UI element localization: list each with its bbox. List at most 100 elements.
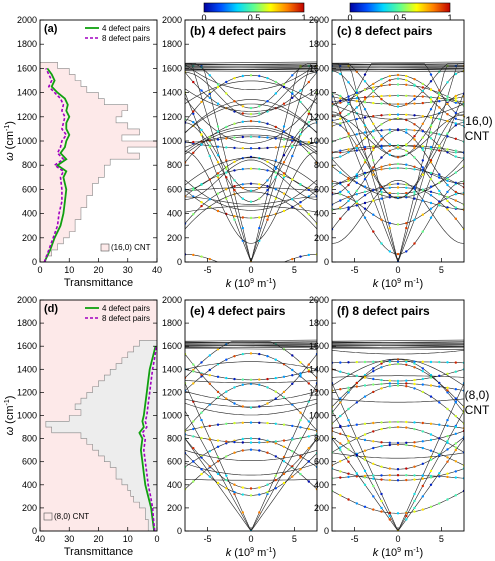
- dispersion-point: [192, 213, 195, 216]
- y-tick-label: 0: [32, 257, 37, 267]
- dispersion-branch: [185, 157, 317, 186]
- dispersion-branch: [332, 103, 464, 120]
- dispersion-point: [192, 110, 195, 113]
- x-axis-label-sup2: -1: [266, 278, 272, 285]
- dispersion-point: [380, 465, 383, 468]
- dispersion-point: [429, 395, 433, 398]
- dispersion-point: [388, 420, 391, 424]
- dispersion-point: [413, 387, 416, 390]
- dispersion-point: [225, 167, 228, 170]
- dispersion-point: [438, 89, 441, 92]
- dispersion-point: [258, 186, 261, 190]
- dispersion-point: [266, 169, 269, 172]
- dispersion-point: [405, 441, 408, 444]
- plot-area-d: [40, 300, 157, 531]
- y-tick-label: 0: [177, 257, 182, 267]
- dispersion-point: [258, 378, 261, 381]
- dispersion-point: [413, 478, 416, 481]
- dispersion-point: [380, 506, 383, 510]
- dispersion-point: [355, 472, 358, 475]
- dispersion-point: [413, 123, 416, 126]
- x-tick-label: 10: [123, 534, 133, 544]
- dispersion-branch: [185, 341, 317, 379]
- dispersion-point: [339, 99, 342, 103]
- dispersion-point: [413, 114, 416, 117]
- side-label-bottom-1: (8,0): [465, 388, 490, 402]
- dispersion-point: [454, 111, 457, 115]
- dispersion-point: [388, 103, 391, 106]
- colorbar-2: [349, 2, 451, 13]
- dispersion-point: [299, 143, 302, 146]
- dispersion-point: [258, 197, 261, 200]
- dispersion-point: [291, 198, 294, 201]
- dispersion-point: [355, 200, 358, 203]
- dispersion-point: [438, 146, 441, 150]
- y-tick-label: 1000: [17, 411, 37, 421]
- x-axis-label-unit: (10: [381, 547, 397, 559]
- x-axis-label-sup: 9: [250, 278, 254, 285]
- dispersion-point: [249, 112, 253, 116]
- dispersion-point: [429, 483, 433, 486]
- dispersion-point: [192, 427, 195, 431]
- dispersion-point: [396, 182, 400, 185]
- dispersion-point: [438, 117, 441, 121]
- dispersion-point: [372, 421, 375, 425]
- dispersion-point: [429, 131, 433, 134]
- dispersion-point: [380, 168, 383, 171]
- dispersion-point: [372, 508, 375, 511]
- dispersion-point: [347, 475, 350, 479]
- dispersion-point: [233, 492, 236, 496]
- dispersion-point: [405, 222, 408, 225]
- dispersion-point: [363, 108, 367, 111]
- dispersion-point: [438, 401, 441, 404]
- x-tick-label: -5: [351, 534, 359, 544]
- dispersion-point: [363, 96, 367, 99]
- dispersion-top-band: [185, 67, 317, 69]
- dispersion-point: [299, 133, 302, 136]
- dispersion-top-band: [332, 70, 464, 73]
- dispersion-point: [339, 181, 342, 184]
- dispersion-point: [421, 360, 424, 363]
- dispersion-point: [454, 446, 457, 449]
- dispersion-point: [355, 93, 358, 97]
- dispersion-point: [454, 94, 457, 98]
- x-axis-label-end: ): [420, 547, 424, 559]
- dispersion-point: [413, 84, 416, 88]
- dispersion-point: [396, 77, 400, 80]
- dispersion-point: [225, 171, 228, 174]
- colorbar-tick-label: 0.5: [248, 13, 261, 23]
- dispersion-point: [299, 375, 302, 378]
- x-tick-label: 30: [123, 265, 133, 275]
- dispersion-point: [405, 128, 408, 131]
- dispersion-top-band: [332, 65, 464, 68]
- dispersion-point: [216, 460, 220, 463]
- area-legend-swatch: [43, 512, 53, 521]
- dispersion-point: [429, 147, 433, 151]
- y-tick-label: 1200: [309, 112, 329, 122]
- dispersion-point: [396, 382, 400, 385]
- dispersion-point: [355, 401, 358, 404]
- dispersion-point: [396, 102, 400, 106]
- dispersion-point: [429, 207, 433, 210]
- y-tick-label: 2000: [309, 295, 329, 305]
- dispersion-point: [249, 378, 253, 381]
- dispersion-point: [446, 424, 449, 427]
- x-axis-label-unit: (10: [381, 278, 397, 290]
- dispersion-branch: [332, 63, 464, 117]
- dispersion-point: [405, 363, 408, 366]
- dispersion-point: [388, 74, 391, 78]
- dispersion-point: [249, 494, 253, 497]
- dispersion-point: [363, 185, 367, 188]
- x-axis-label: k (109 m-1): [226, 547, 276, 559]
- dispersion-point: [266, 185, 269, 188]
- series-line: [141, 346, 157, 531]
- side-label-top-1: (16,0): [461, 114, 492, 128]
- dispersion-point: [208, 438, 211, 441]
- dispersion-point: [299, 89, 302, 92]
- dispersion-point: [388, 474, 391, 477]
- dispersion-top-band: [332, 344, 464, 347]
- dispersion-point: [372, 166, 375, 169]
- dispersion-point: [307, 480, 310, 483]
- dispersion-point: [274, 188, 277, 191]
